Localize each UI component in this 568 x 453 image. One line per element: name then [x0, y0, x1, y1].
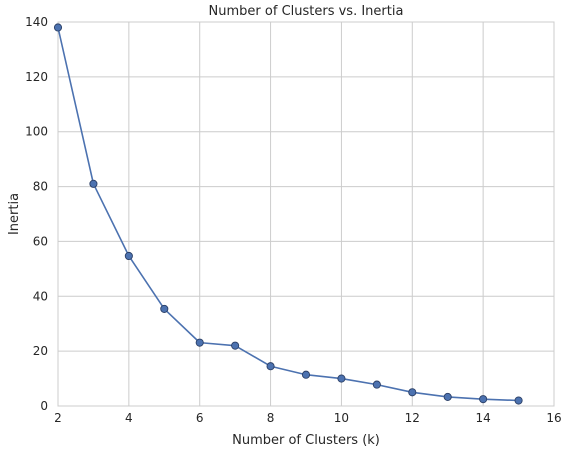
y-tick-label: 120 [25, 70, 48, 84]
x-tick-label: 12 [405, 411, 420, 425]
y-tick-label: 0 [40, 399, 48, 413]
x-tick-label: 6 [196, 411, 204, 425]
data-point [53, 23, 63, 32]
x-tick-label: 10 [334, 411, 349, 425]
data-point [195, 338, 204, 347]
data-point [89, 179, 98, 188]
data-point [514, 396, 523, 405]
data-point [443, 392, 452, 401]
data-point [160, 304, 169, 313]
y-axis-label: Inertia [7, 193, 22, 235]
data-point [372, 380, 381, 389]
x-axis-label: Number of Clusters (k) [232, 433, 380, 448]
series-line [57, 27, 519, 402]
tick-labels: 2 4 6 8 10 12 14 16 0 20 40 60 80 100 120 140 [25, 15, 562, 425]
x-tick-label: 14 [476, 411, 491, 425]
y-tick-label: 60 [33, 234, 48, 248]
y-tick-label: 80 [33, 180, 48, 194]
y-tick-label: 100 [25, 125, 48, 139]
x-tick-label: 16 [546, 411, 561, 425]
x-tick-label: 4 [125, 411, 133, 425]
y-tick-label: 20 [33, 344, 48, 358]
y-tick-label: 40 [33, 289, 48, 303]
plot-area-frame [57, 21, 555, 407]
series-line-layer [57, 27, 519, 402]
series-markers [53, 23, 523, 405]
data-point [231, 341, 240, 350]
data-point [266, 362, 275, 371]
data-point [408, 388, 417, 397]
data-point [124, 251, 133, 261]
data-point [337, 374, 346, 383]
x-tick-label: 2 [54, 411, 62, 425]
data-point [479, 395, 488, 404]
y-tick-label: 140 [25, 15, 48, 29]
data-point [301, 370, 311, 379]
x-tick-label: 8 [267, 411, 275, 425]
grid-lines [57, 21, 555, 407]
chart-title: Number of Clusters vs. Inertia [209, 4, 404, 19]
